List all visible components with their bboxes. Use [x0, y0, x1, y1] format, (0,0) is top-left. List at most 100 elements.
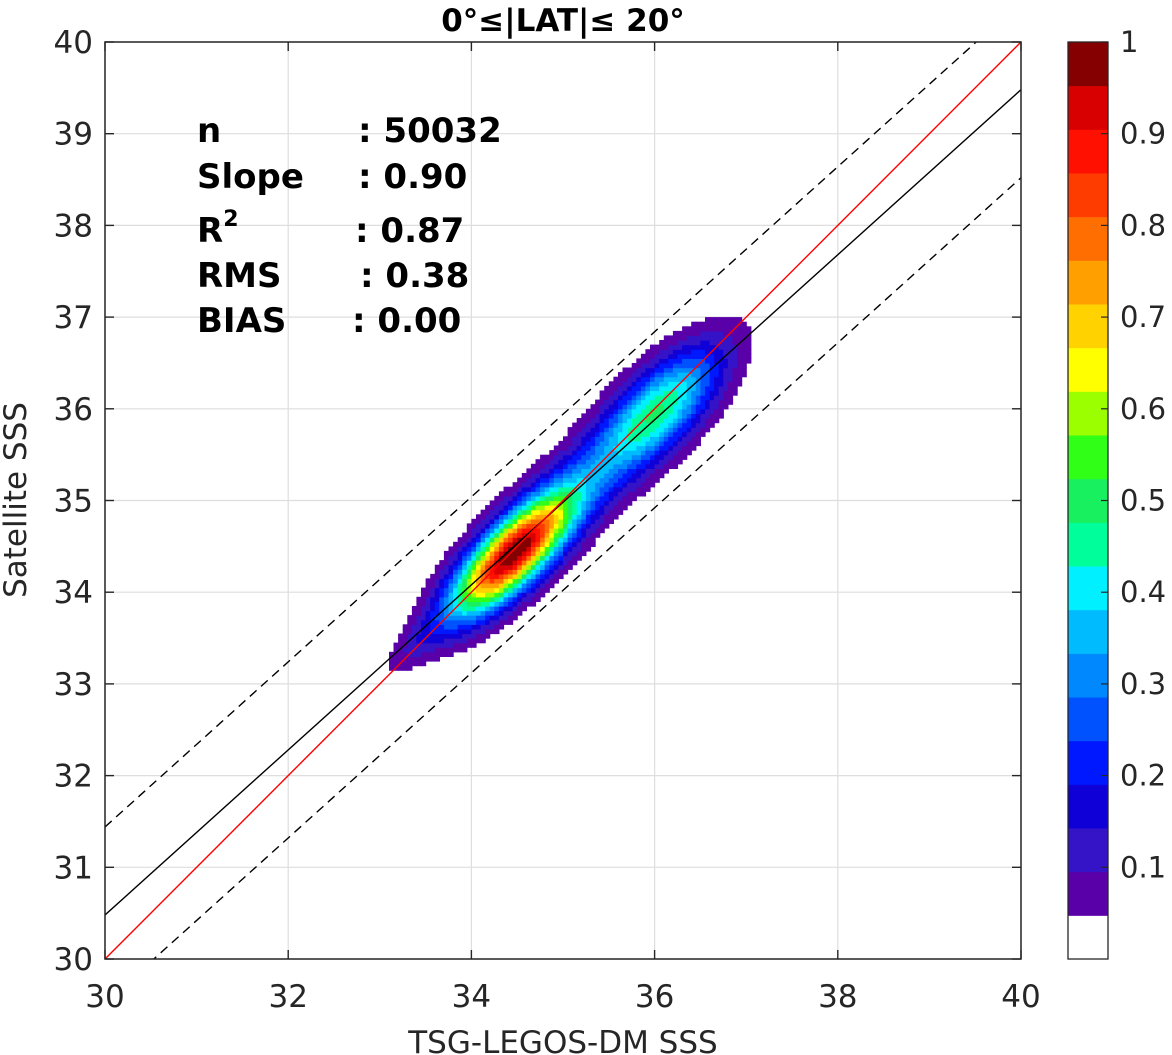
density-cell — [462, 532, 468, 538]
density-cell — [599, 509, 605, 515]
density-cell — [705, 413, 711, 419]
density-cell — [604, 427, 610, 433]
density-cell — [686, 413, 692, 419]
density-cell — [430, 573, 436, 580]
density-cell — [471, 560, 477, 566]
density-cell — [462, 638, 468, 644]
density-cell — [627, 427, 633, 433]
density-cell — [686, 440, 692, 447]
density-cell — [682, 413, 688, 419]
density-cell — [462, 583, 468, 589]
density-cell — [462, 633, 468, 639]
density-cell — [613, 436, 619, 442]
density-cell — [604, 445, 610, 451]
density-cell — [476, 601, 482, 607]
density-cell — [498, 495, 505, 502]
density-cell — [737, 317, 743, 323]
density-cell — [709, 321, 715, 327]
density-cell — [732, 381, 738, 387]
density-cell — [558, 532, 564, 538]
density-cell — [512, 523, 518, 529]
density-cell — [494, 624, 500, 630]
density-cell — [700, 404, 706, 410]
density-cell — [411, 642, 418, 648]
density-cell — [476, 587, 482, 593]
density-cell — [549, 450, 555, 456]
density-cell — [663, 431, 669, 437]
density-cell — [453, 583, 459, 589]
density-cell — [663, 422, 669, 428]
density-cell — [595, 495, 601, 502]
density-cell — [443, 578, 450, 584]
density-cell — [549, 573, 555, 580]
density-cell — [718, 349, 724, 355]
density-cell — [411, 638, 418, 644]
density-cell — [682, 427, 688, 433]
density-cell — [709, 326, 715, 332]
density-cell — [585, 546, 592, 552]
density-cell — [540, 473, 546, 479]
density-cell — [718, 404, 724, 410]
density-cell — [448, 638, 454, 644]
density-cell — [650, 459, 656, 465]
density-cell — [576, 486, 582, 492]
density-cell — [572, 440, 578, 447]
density-cell — [631, 482, 637, 488]
density-cell — [604, 482, 610, 488]
density-cell — [640, 454, 647, 460]
density-cell — [407, 661, 413, 667]
density-cell — [572, 546, 578, 552]
density-cell — [448, 560, 454, 566]
density-cell — [645, 395, 651, 401]
density-cell — [659, 450, 665, 456]
density-cell — [544, 477, 550, 483]
density-cell — [498, 569, 505, 575]
density-cell — [618, 395, 624, 401]
density-cell — [718, 399, 724, 405]
density-cell — [618, 431, 624, 437]
density-cell — [576, 541, 582, 547]
density-cell — [466, 583, 472, 589]
density-cell — [526, 509, 532, 515]
density-cell — [567, 518, 573, 524]
density-cell — [508, 505, 514, 511]
density-cell — [430, 651, 436, 657]
colorbar-tick-label: 0.6 — [1120, 392, 1166, 426]
density-cell — [631, 363, 637, 369]
colorbar-tick-label: 0.7 — [1120, 300, 1166, 334]
density-cell — [517, 550, 523, 557]
density-cell — [622, 477, 628, 483]
density-cell — [599, 408, 605, 414]
density-cell — [672, 422, 679, 428]
density-cell — [558, 518, 564, 524]
density-cell — [640, 450, 647, 456]
density-cell — [498, 537, 505, 543]
density-cell — [498, 500, 505, 506]
density-cell — [572, 450, 578, 456]
density-cell — [494, 587, 500, 593]
density-cell — [471, 642, 477, 648]
density-cell — [659, 445, 665, 451]
density-cell — [517, 573, 523, 580]
density-cell — [471, 628, 477, 635]
colorbar: 0.10.20.30.40.50.60.70.80.91 — [1067, 25, 1166, 960]
density-cell — [590, 431, 596, 437]
density-cell — [727, 353, 734, 359]
density-cell — [595, 473, 601, 479]
density-cell — [526, 491, 532, 497]
density-cell — [700, 335, 706, 341]
density-cell — [585, 440, 592, 447]
density-cell — [746, 349, 752, 355]
density-cell — [443, 573, 450, 580]
density-cell — [476, 564, 482, 570]
density-cell — [732, 367, 738, 373]
density-cell — [686, 367, 692, 373]
density-cell — [425, 592, 431, 598]
density-cell — [508, 610, 514, 616]
density-cell — [727, 344, 734, 350]
density-cell — [595, 486, 601, 492]
density-cell — [691, 408, 697, 414]
density-cell — [640, 477, 647, 483]
density-cell — [553, 532, 559, 538]
